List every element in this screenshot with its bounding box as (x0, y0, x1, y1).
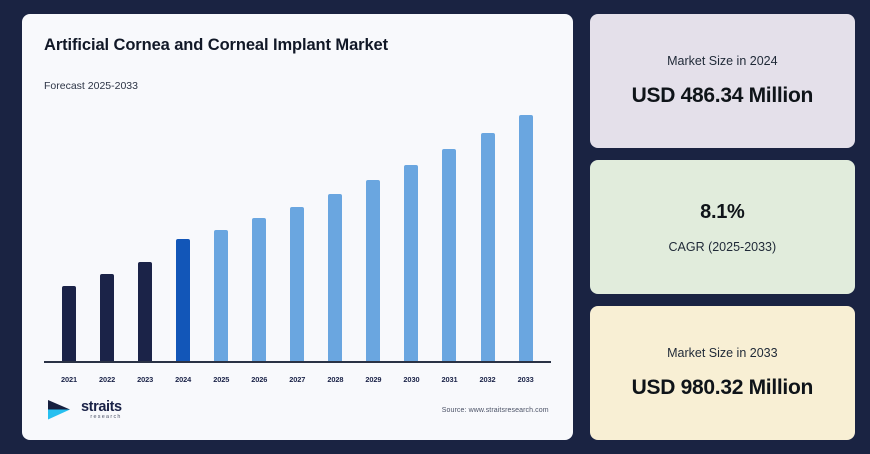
x-axis-label-2023: 2023 (137, 375, 154, 384)
chart-subtitle: Forecast 2025-2033 (44, 79, 138, 92)
x-axis-label-2027: 2027 (289, 375, 306, 384)
chart-footer: straits research Source: www.straitsrese… (44, 392, 551, 428)
metric-card-label: Market Size in 2024 (667, 54, 778, 68)
logo-tagline: research (90, 414, 122, 421)
metric-cards: Market Size in 2024 USD 486.34 Million 8.1… (589, 14, 855, 440)
x-axis-label-2032: 2032 (479, 375, 496, 384)
bar-chart-plot: 2021 2022 2023 2024 2025 2026 2027 2028 2029 2030… (44, 100, 551, 392)
bar-2033[interactable] (518, 114, 533, 362)
bar-2025[interactable] (214, 229, 229, 362)
x-axis-label-2028: 2028 (327, 375, 344, 384)
x-axis-label-2022: 2022 (99, 375, 116, 384)
metric-card-value: USD 486.34 Million (631, 84, 814, 107)
bar-2030[interactable] (404, 165, 419, 362)
bar-slot (392, 100, 430, 362)
x-axis-label-2024: 2024 (175, 375, 192, 384)
x-axis-label-2029: 2029 (365, 375, 382, 384)
bar-slot (164, 100, 202, 362)
bar-2029[interactable] (366, 180, 381, 362)
x-axis-label-2030: 2030 (403, 375, 420, 384)
bar-2028[interactable] (328, 194, 343, 362)
bar-2023[interactable] (138, 262, 153, 362)
bar-2032[interactable] (480, 132, 495, 362)
metric-card-value: 8.1% (700, 200, 745, 223)
x-axis-label-2031: 2031 (441, 375, 458, 384)
bar-slot (469, 100, 507, 362)
logo-name: straits (81, 398, 122, 415)
metric-card-1: Market Size in 2024 USD 486.34 Million (589, 14, 855, 148)
bar-slot (240, 100, 278, 362)
metric-card-value: USD 980.32 Million (631, 376, 814, 399)
bar-2024[interactable] (176, 239, 191, 362)
metric-card-label: CAGR (2025-2033) (668, 239, 777, 254)
metric-card-label: Market Size in 2033 (667, 346, 778, 360)
bar-2026[interactable] (252, 218, 267, 362)
x-axis-label-2033: 2033 (517, 375, 534, 384)
metric-card-3: Market Size in 2033 USD 980.32 Million (589, 306, 855, 440)
bar-slot (354, 100, 392, 362)
straits-research-logo: straits research (46, 398, 122, 422)
bar-slot (507, 100, 545, 362)
bar-2022[interactable] (100, 273, 115, 362)
bar-2021[interactable] (62, 286, 77, 362)
bar-2031[interactable] (442, 148, 457, 362)
metric-card-2: 8.1% CAGR (2025-2033) (589, 160, 855, 294)
x-axis-label-2026: 2026 (251, 375, 268, 384)
x-axis-label-2021: 2021 (61, 375, 78, 384)
source-attribution: Source: www.straitsresearch.com (441, 406, 549, 414)
x-axis-label-2025: 2025 (213, 375, 230, 384)
x-axis-tick-labels: 2021 2022 2023 2024 2025 2026 2027 2028 2029 2030… (50, 375, 545, 384)
bar-slot (202, 100, 240, 362)
bar-slot (88, 100, 126, 362)
bar-slot (278, 100, 316, 362)
bar-slot (126, 100, 164, 362)
page-title: Artificial Cornea and Corneal Implant Ma… (44, 36, 389, 54)
chart-panel: Artificial Cornea and Corneal Implant Ma… (22, 14, 573, 440)
bar-slot (50, 100, 88, 362)
logo-arrow-icon (48, 400, 70, 420)
bar-series (50, 100, 545, 362)
bar-slot (316, 100, 354, 362)
bar-2027[interactable] (290, 206, 305, 362)
bar-slot (430, 100, 468, 362)
logo-wordmark: straits research (81, 400, 122, 421)
x-axis-line (44, 361, 551, 363)
